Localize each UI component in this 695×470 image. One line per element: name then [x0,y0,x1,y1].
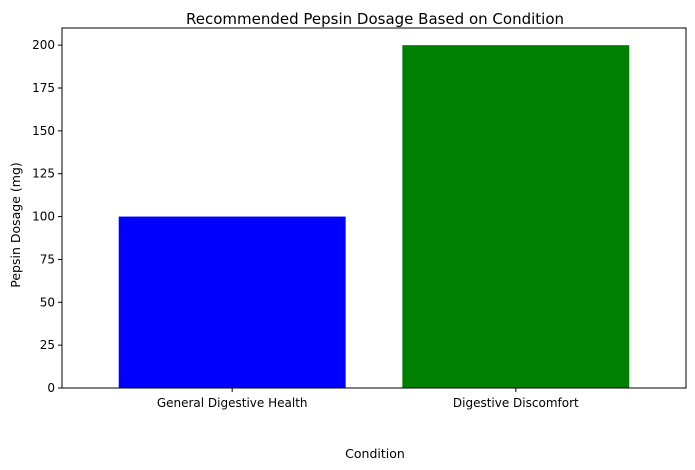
y-tick-label: 150 [32,124,55,138]
x-tick-label: General Digestive Health [157,396,308,410]
y-axis-label: Pepsin Dosage (mg) [8,162,23,288]
bars [118,45,630,389]
bar-1 [118,216,346,388]
y-axis-ticks: 0 25 50 75 100 125 150 175 200 [32,38,62,395]
y-tick-label: 100 [32,210,55,224]
x-tick-label: Digestive Discomfort [453,396,579,410]
x-axis-label: Condition [345,446,405,461]
y-tick-label: 175 [32,81,55,95]
plot-frame [61,27,687,389]
chart-title: Recommended Pepsin Dosage Based on Condi… [186,10,564,28]
y-tick-label: 0 [47,381,55,395]
y-tick-label: 125 [32,167,55,181]
bar-2 [402,45,630,389]
x-axis-ticks: General Digestive Health Digestive Discom… [157,388,579,410]
y-tick-label: 25 [40,338,55,352]
y-tick-label: 75 [40,252,55,266]
y-tick-label: 200 [32,38,55,52]
y-tick-label: 50 [40,295,55,309]
